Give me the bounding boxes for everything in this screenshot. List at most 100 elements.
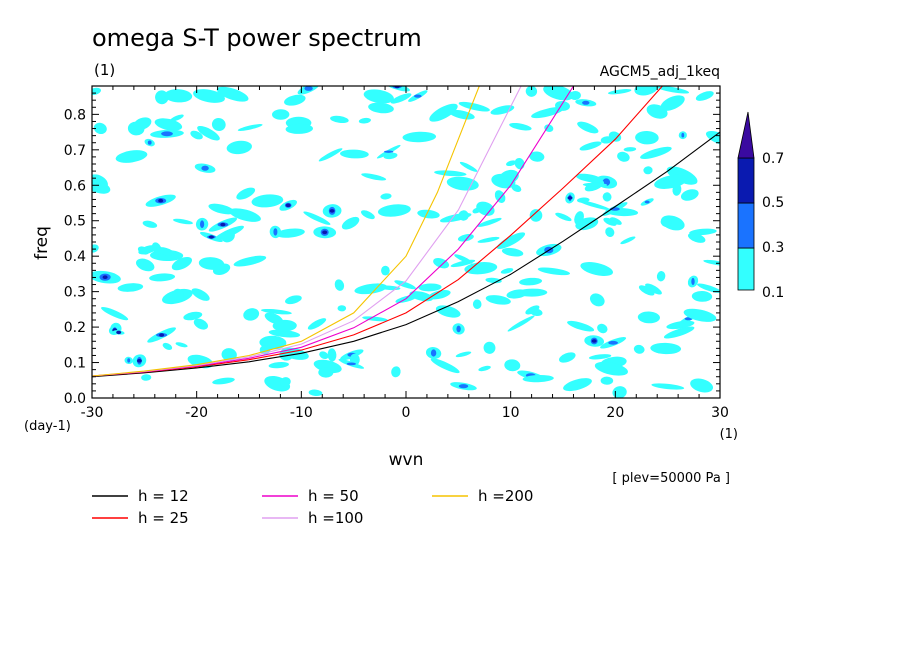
contour-blob (149, 273, 176, 282)
contour-blob-peak (116, 330, 122, 335)
contour-blob (394, 280, 416, 290)
contour-blob (687, 232, 706, 243)
contour-blob (327, 348, 337, 362)
contour-blob (337, 305, 347, 312)
contour-blob (458, 210, 469, 221)
contour-blob (522, 374, 554, 383)
contour-blob (529, 209, 543, 222)
contour-blob (580, 262, 614, 276)
colorbar-segment (737, 247, 755, 291)
contour-blob-peak (285, 203, 291, 208)
contour-blob (212, 377, 235, 385)
contour-blob (567, 320, 595, 332)
contour-blob (285, 295, 302, 305)
contour-blob (690, 378, 714, 393)
contour-blob (643, 166, 653, 175)
x-unit-label: (1) (720, 427, 738, 442)
contour-blob-peak (158, 198, 164, 203)
contour-blob (563, 378, 592, 392)
contour-blob-core (384, 150, 394, 153)
contour-blob (137, 246, 150, 255)
legend-label: h = 12 (138, 487, 189, 505)
contour-blob (635, 130, 659, 145)
contour-blob (605, 227, 615, 237)
contour-fill (92, 86, 720, 398)
contour-blob (597, 323, 608, 334)
contour-blob (368, 102, 394, 114)
contour-blob (216, 86, 249, 102)
contour-blob (602, 192, 612, 202)
contour-blob (275, 228, 305, 238)
contour-blob (171, 256, 193, 271)
contour-blob (525, 86, 538, 97)
contour-blob (496, 232, 526, 250)
contour-blob (655, 345, 676, 354)
contour-blob (334, 279, 345, 291)
contour-blob (272, 319, 297, 332)
contour-blob (361, 210, 375, 220)
contour-blob (183, 311, 203, 321)
contour-blob (683, 308, 717, 322)
y-tick-label: 0.7 (64, 143, 86, 159)
contour-blob-core (681, 132, 685, 138)
colorbar: 0.1 0.3 0.5 0.7 (737, 111, 784, 301)
contour-blob (555, 212, 572, 222)
contour-blob (603, 217, 617, 226)
contour-blob (575, 217, 599, 231)
contour-blob-core (458, 384, 469, 389)
contour-blob (308, 389, 323, 397)
contour-blob (537, 267, 571, 276)
contour-blob (226, 140, 252, 155)
contour-blob (579, 141, 602, 151)
contour-blob (459, 161, 478, 172)
contour-blob (212, 263, 231, 276)
x-tick-label: 0 (402, 405, 411, 421)
contour-blob-core (414, 94, 422, 98)
x-axis-title: wvn (389, 450, 424, 470)
contour-blob (260, 308, 292, 315)
contour-blob (101, 306, 129, 321)
contour-blob-core (304, 86, 313, 91)
contour-blob-peak (208, 235, 214, 239)
contour-blob (190, 130, 203, 140)
contour-blob-core (456, 325, 461, 333)
colorbar-segment (737, 157, 755, 204)
contour-blob (318, 148, 343, 162)
contour-blob (575, 173, 603, 183)
contour-blob (582, 182, 608, 187)
contour-blob (156, 247, 175, 256)
contour-blob (92, 244, 99, 253)
contour-blob (383, 152, 398, 160)
contour-blob-core (273, 228, 278, 236)
contour-blob (640, 146, 672, 159)
contour-blob (428, 290, 451, 300)
contour-blob (363, 89, 394, 104)
contour-blob (221, 230, 235, 243)
x-tick-label: -10 (290, 405, 313, 421)
contour-blob (660, 95, 685, 111)
contour-blob-core (200, 220, 205, 228)
contour-blob (477, 217, 502, 227)
contour-blob (656, 86, 690, 94)
contour-blob (303, 211, 331, 225)
contour-blob (279, 377, 291, 387)
y-tick-label: 0.5 (64, 214, 86, 230)
contour-blob (307, 318, 327, 330)
contour-blob (193, 89, 225, 103)
contour-blob-core (644, 200, 650, 204)
contour-blob-peak (220, 222, 226, 227)
contour-blob (380, 193, 392, 200)
contour-blob (472, 299, 482, 309)
contour-blob (504, 359, 521, 372)
legend: h = 12 h = 25 h = 50 h =100 h =200 (92, 487, 533, 527)
axis-ticks: -30 -20 -10 0 10 20 30 0.0 0.1 0.2 0.3 0.4 0.5 0.6 0.7… (64, 86, 729, 421)
chart-title: omega S-T power spectrum (92, 24, 422, 52)
y-axis-title: freq (32, 226, 52, 260)
contour-blob (511, 184, 522, 192)
contour-blob (660, 217, 672, 228)
contour-blob (634, 86, 659, 96)
contour-blob-core (346, 362, 356, 366)
contour-blob (500, 268, 514, 274)
colorbar-label: 0.3 (762, 240, 784, 256)
colorbar-label: 0.5 (762, 195, 784, 211)
